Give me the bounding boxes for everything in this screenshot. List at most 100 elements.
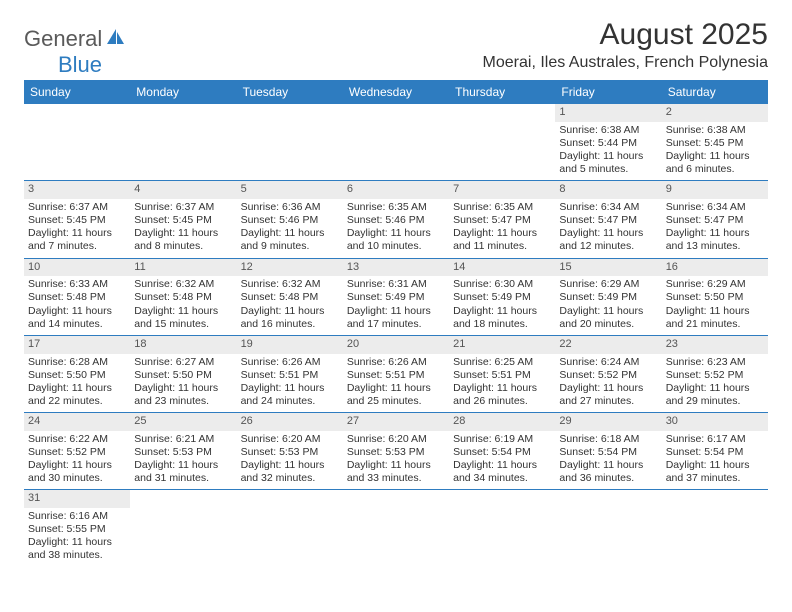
day-number: 8 (555, 181, 661, 199)
empty-cell (343, 104, 449, 180)
day-info-line: and 11 minutes. (453, 240, 551, 253)
day-info-line: and 33 minutes. (347, 472, 445, 485)
week-row: 31Sunrise: 6:16 AMSunset: 5:55 PMDayligh… (24, 490, 768, 566)
week-row: 24Sunrise: 6:22 AMSunset: 5:52 PMDayligh… (24, 413, 768, 490)
day-number: 23 (662, 336, 768, 354)
day-info-line: and 37 minutes. (666, 472, 764, 485)
weeks-container: 1Sunrise: 6:38 AMSunset: 5:44 PMDaylight… (24, 104, 768, 567)
sail-icon (104, 27, 126, 52)
day-info-line: and 24 minutes. (241, 395, 339, 408)
empty-cell (130, 104, 236, 180)
day-number: 4 (130, 181, 236, 199)
logo-text-blue-wrap: Blue (24, 52, 102, 78)
day-number: 30 (662, 413, 768, 431)
day-info-line: Sunrise: 6:36 AM (241, 201, 339, 214)
day-info-line: and 16 minutes. (241, 318, 339, 331)
day-number: 25 (130, 413, 236, 431)
day-info-line: and 26 minutes. (453, 395, 551, 408)
weekday-header: Saturday (662, 80, 768, 104)
day-info-line: Sunrise: 6:23 AM (666, 356, 764, 369)
day-info-line: Sunset: 5:44 PM (559, 137, 657, 150)
logo-text-general: General (24, 26, 102, 52)
empty-cell (24, 104, 130, 180)
weekday-header-row: SundayMondayTuesdayWednesdayThursdayFrid… (24, 80, 768, 104)
day-number: 7 (449, 181, 555, 199)
day-number: 3 (24, 181, 130, 199)
day-number: 19 (237, 336, 343, 354)
day-info-line: Sunrise: 6:20 AM (347, 433, 445, 446)
day-info-line: Daylight: 11 hours (666, 227, 764, 240)
day-cell: 11Sunrise: 6:32 AMSunset: 5:48 PMDayligh… (130, 259, 236, 335)
day-cell: 21Sunrise: 6:25 AMSunset: 5:51 PMDayligh… (449, 336, 555, 412)
day-info-line: Sunset: 5:49 PM (347, 291, 445, 304)
day-info-line: Daylight: 11 hours (559, 382, 657, 395)
day-info-line: Daylight: 11 hours (134, 305, 232, 318)
day-info-line: Sunset: 5:45 PM (134, 214, 232, 227)
day-info-line: and 27 minutes. (559, 395, 657, 408)
day-info-line: Daylight: 11 hours (666, 459, 764, 472)
day-info-line: Daylight: 11 hours (241, 382, 339, 395)
day-info-line: and 30 minutes. (28, 472, 126, 485)
day-cell: 5Sunrise: 6:36 AMSunset: 5:46 PMDaylight… (237, 181, 343, 257)
day-info-line: Daylight: 11 hours (347, 459, 445, 472)
day-info-line: and 38 minutes. (28, 549, 126, 562)
day-number: 18 (130, 336, 236, 354)
empty-cell (555, 490, 661, 566)
day-cell: 17Sunrise: 6:28 AMSunset: 5:50 PMDayligh… (24, 336, 130, 412)
day-number: 27 (343, 413, 449, 431)
day-info-line: and 36 minutes. (559, 472, 657, 485)
day-info-line: Daylight: 11 hours (559, 227, 657, 240)
day-number: 24 (24, 413, 130, 431)
weekday-header: Wednesday (343, 80, 449, 104)
day-info-line: and 10 minutes. (347, 240, 445, 253)
day-cell: 7Sunrise: 6:35 AMSunset: 5:47 PMDaylight… (449, 181, 555, 257)
day-info-line: Sunrise: 6:26 AM (241, 356, 339, 369)
day-info-line: Sunset: 5:46 PM (241, 214, 339, 227)
day-info-line: and 32 minutes. (241, 472, 339, 485)
day-info-line: Daylight: 11 hours (28, 227, 126, 240)
day-info-line: Daylight: 11 hours (666, 382, 764, 395)
day-number: 9 (662, 181, 768, 199)
day-info-line: and 22 minutes. (28, 395, 126, 408)
day-info-line: and 23 minutes. (134, 395, 232, 408)
day-number: 5 (237, 181, 343, 199)
empty-cell (449, 104, 555, 180)
day-info-line: Sunset: 5:54 PM (666, 446, 764, 459)
day-number: 26 (237, 413, 343, 431)
day-info-line: Sunrise: 6:30 AM (453, 278, 551, 291)
day-info-line: Sunrise: 6:28 AM (28, 356, 126, 369)
day-info-line: Daylight: 11 hours (347, 382, 445, 395)
location-text: Moerai, Iles Australes, French Polynesia (483, 54, 768, 72)
day-info-line: Daylight: 11 hours (666, 150, 764, 163)
day-number: 29 (555, 413, 661, 431)
day-info-line: and 31 minutes. (134, 472, 232, 485)
day-info-line: Sunset: 5:46 PM (347, 214, 445, 227)
calendar: SundayMondayTuesdayWednesdayThursdayFrid… (24, 80, 768, 567)
day-info-line: Sunset: 5:47 PM (666, 214, 764, 227)
day-info-line: Daylight: 11 hours (559, 150, 657, 163)
day-info-line: Sunrise: 6:34 AM (666, 201, 764, 214)
day-number: 14 (449, 259, 555, 277)
week-row: 10Sunrise: 6:33 AMSunset: 5:48 PMDayligh… (24, 259, 768, 336)
day-info-line: Daylight: 11 hours (559, 305, 657, 318)
day-info-line: Daylight: 11 hours (28, 305, 126, 318)
day-info-line: and 8 minutes. (134, 240, 232, 253)
weekday-header: Sunday (24, 80, 130, 104)
weekday-header: Friday (555, 80, 661, 104)
day-info-line: and 34 minutes. (453, 472, 551, 485)
day-info-line: Sunset: 5:47 PM (453, 214, 551, 227)
day-info-line: and 7 minutes. (28, 240, 126, 253)
day-cell: 12Sunrise: 6:32 AMSunset: 5:48 PMDayligh… (237, 259, 343, 335)
day-info-line: Sunrise: 6:38 AM (559, 124, 657, 137)
day-info-line: Sunrise: 6:18 AM (559, 433, 657, 446)
day-number: 22 (555, 336, 661, 354)
day-cell: 19Sunrise: 6:26 AMSunset: 5:51 PMDayligh… (237, 336, 343, 412)
day-info-line: Sunrise: 6:32 AM (134, 278, 232, 291)
day-info-line: and 12 minutes. (559, 240, 657, 253)
day-info-line: Sunrise: 6:21 AM (134, 433, 232, 446)
day-number: 16 (662, 259, 768, 277)
day-info-line: Sunrise: 6:16 AM (28, 510, 126, 523)
month-title: August 2025 (483, 18, 768, 52)
day-number: 1 (555, 104, 661, 122)
day-info-line: Daylight: 11 hours (28, 459, 126, 472)
